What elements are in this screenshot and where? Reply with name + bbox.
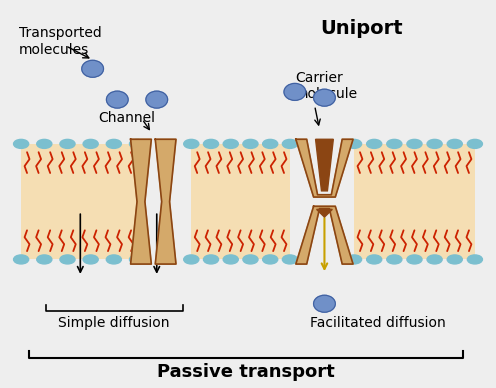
Ellipse shape — [106, 255, 122, 264]
Ellipse shape — [243, 139, 258, 148]
Bar — [354, 144, 475, 260]
Ellipse shape — [184, 139, 199, 148]
Circle shape — [146, 91, 168, 108]
Ellipse shape — [37, 139, 52, 148]
Ellipse shape — [129, 139, 144, 148]
Ellipse shape — [106, 139, 122, 148]
Polygon shape — [130, 139, 151, 264]
Ellipse shape — [367, 139, 382, 148]
Ellipse shape — [467, 139, 483, 148]
Ellipse shape — [263, 139, 278, 148]
Ellipse shape — [243, 255, 258, 264]
Ellipse shape — [427, 255, 442, 264]
Polygon shape — [296, 139, 353, 197]
Ellipse shape — [223, 139, 238, 148]
Text: Passive transport: Passive transport — [157, 364, 334, 381]
Circle shape — [284, 83, 306, 100]
Polygon shape — [155, 139, 176, 264]
Ellipse shape — [83, 139, 98, 148]
Polygon shape — [296, 206, 353, 264]
Ellipse shape — [13, 255, 29, 264]
Ellipse shape — [282, 255, 298, 264]
Circle shape — [82, 60, 104, 77]
Ellipse shape — [37, 255, 52, 264]
Ellipse shape — [13, 139, 29, 148]
Ellipse shape — [367, 255, 382, 264]
Ellipse shape — [203, 255, 219, 264]
Text: Facilitated diffusion: Facilitated diffusion — [310, 317, 445, 331]
Ellipse shape — [347, 255, 362, 264]
Ellipse shape — [203, 139, 219, 148]
Ellipse shape — [427, 139, 442, 148]
Ellipse shape — [387, 255, 402, 264]
Ellipse shape — [184, 255, 199, 264]
Text: Uniport: Uniport — [320, 19, 403, 38]
Ellipse shape — [223, 255, 238, 264]
Ellipse shape — [60, 255, 75, 264]
Ellipse shape — [129, 255, 144, 264]
Ellipse shape — [467, 255, 483, 264]
Ellipse shape — [347, 139, 362, 148]
Ellipse shape — [447, 255, 462, 264]
Ellipse shape — [407, 139, 422, 148]
Circle shape — [313, 89, 335, 106]
Ellipse shape — [447, 139, 462, 148]
Ellipse shape — [387, 139, 402, 148]
Text: Transported
molecules: Transported molecules — [19, 26, 101, 57]
Ellipse shape — [282, 139, 298, 148]
Ellipse shape — [83, 255, 98, 264]
Polygon shape — [316, 210, 332, 217]
Bar — [21, 144, 137, 260]
Circle shape — [313, 295, 335, 312]
Text: Channel: Channel — [99, 111, 156, 125]
Bar — [191, 144, 290, 260]
Circle shape — [107, 91, 128, 108]
Text: Carrier
molecule: Carrier molecule — [295, 71, 358, 101]
Polygon shape — [315, 139, 333, 191]
Ellipse shape — [60, 139, 75, 148]
Text: Simple diffusion: Simple diffusion — [58, 317, 170, 331]
Ellipse shape — [263, 255, 278, 264]
Ellipse shape — [407, 255, 422, 264]
